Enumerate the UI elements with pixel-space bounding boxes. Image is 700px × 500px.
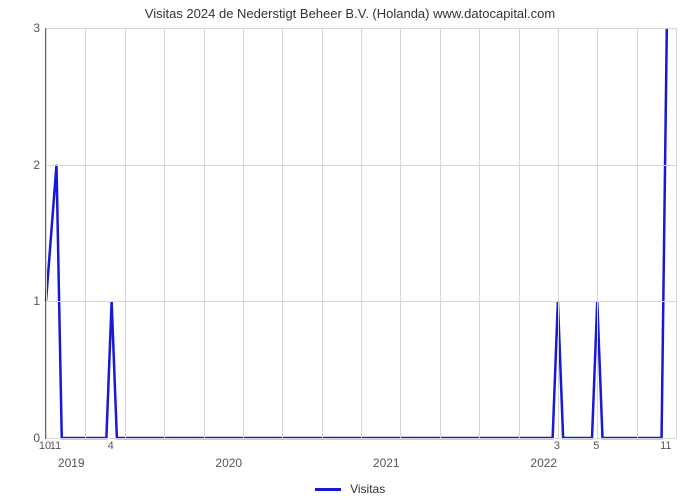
y-tick: 1 [10,294,40,308]
legend-label: Visitas [350,482,385,496]
grid-v [85,28,86,438]
grid-v [243,28,244,438]
grid-v [125,28,126,438]
x-year-tick: 2022 [530,456,557,470]
legend-swatch [315,488,341,491]
grid-v [282,28,283,438]
x-tick: 5 [593,440,599,452]
grid-v [400,28,401,438]
x-year-tick: 2019 [58,456,85,470]
grid-v [479,28,480,438]
grid-h [46,28,676,29]
grid-v [322,28,323,438]
grid-v [558,28,559,438]
y-tick: 3 [10,21,40,35]
grid-v [597,28,598,438]
y-tick: 2 [10,158,40,172]
grid-v [164,28,165,438]
legend: Visitas [0,482,700,496]
grid-v [519,28,520,438]
y-tick: 0 [10,431,40,445]
grid-v [440,28,441,438]
grid-v [676,28,677,438]
grid-v [637,28,638,438]
grid-h [46,301,676,302]
x-year-tick: 2021 [373,456,400,470]
grid-v [46,28,47,438]
grid-h [46,438,676,439]
grid-v [204,28,205,438]
grid-v [361,28,362,438]
x-tick: 11 [660,440,671,452]
chart-container: Visitas 2024 de Nederstigt Beheer B.V. (… [0,0,700,500]
x-tick: 11 [50,440,61,452]
x-tick: 4 [108,440,114,452]
chart-title: Visitas 2024 de Nederstigt Beheer B.V. (… [0,6,700,21]
x-tick: 3 [554,440,560,452]
plot-area [45,28,676,439]
x-year-tick: 2020 [215,456,242,470]
grid-h [46,165,676,166]
